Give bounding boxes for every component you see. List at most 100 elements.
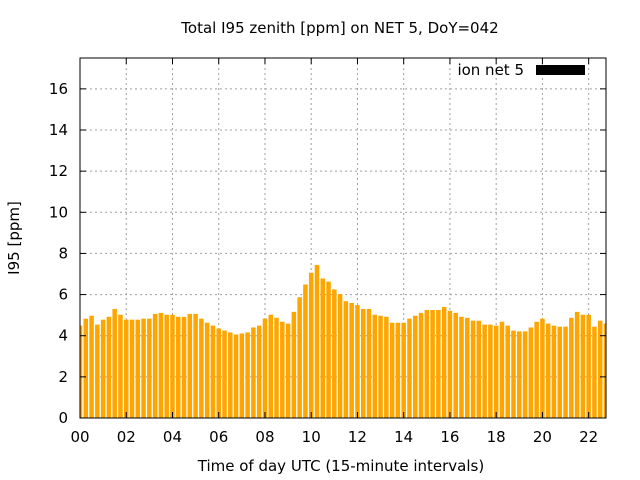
bar xyxy=(355,305,360,418)
y-tick-label: 8 xyxy=(58,244,68,262)
bar xyxy=(152,313,158,418)
bar xyxy=(83,318,89,418)
bar xyxy=(412,315,418,418)
x-axis-label: Time of day UTC (15-minute intervals) xyxy=(197,457,484,475)
bar xyxy=(465,317,470,418)
bar xyxy=(401,322,406,418)
y-tick-label: 0 xyxy=(58,409,68,427)
bar xyxy=(424,310,430,418)
bar xyxy=(187,313,193,418)
bar xyxy=(488,324,493,418)
bars xyxy=(80,264,606,418)
bar xyxy=(511,330,516,418)
y-tick-label: 14 xyxy=(49,121,68,139)
bar xyxy=(476,320,482,418)
bar xyxy=(326,281,331,418)
bar xyxy=(141,318,146,418)
legend-label: ion net 5 xyxy=(457,61,524,79)
bar xyxy=(603,323,606,418)
plot-frame xyxy=(79,57,607,419)
bar xyxy=(557,326,563,418)
bar xyxy=(199,318,204,418)
bar xyxy=(395,322,401,418)
bar xyxy=(372,314,378,418)
x-tick-label: 00 xyxy=(70,428,89,446)
bar xyxy=(164,314,169,418)
bar xyxy=(360,308,366,418)
bar xyxy=(580,314,586,418)
bar xyxy=(129,319,135,418)
x-tick-label: 14 xyxy=(394,428,413,446)
bar xyxy=(228,332,233,418)
y-tick-label: 10 xyxy=(49,203,68,221)
bar xyxy=(181,316,187,418)
bar xyxy=(176,316,181,418)
bar xyxy=(447,310,453,418)
bar xyxy=(106,316,112,418)
x-tick-label: 02 xyxy=(117,428,136,446)
bar xyxy=(551,325,557,418)
bar xyxy=(216,328,221,418)
x-tick-label: 18 xyxy=(487,428,506,446)
bar xyxy=(222,330,227,418)
bar xyxy=(441,306,447,418)
y-tick-label: 4 xyxy=(58,327,68,345)
bar xyxy=(204,322,210,418)
bar xyxy=(314,264,320,418)
bar xyxy=(256,325,262,418)
bar xyxy=(245,332,250,418)
bar xyxy=(320,278,326,418)
bar xyxy=(285,323,291,418)
bar xyxy=(268,314,274,418)
x-tick-label: 04 xyxy=(163,428,182,446)
bar xyxy=(123,319,129,418)
bar xyxy=(291,311,297,418)
bar xyxy=(251,327,256,418)
bar xyxy=(262,318,268,418)
bar xyxy=(563,326,568,418)
y-tick-label: 2 xyxy=(58,368,68,386)
bar xyxy=(459,316,464,418)
bar xyxy=(308,272,314,418)
bar xyxy=(569,317,574,418)
bar xyxy=(597,320,603,418)
bar xyxy=(534,321,539,418)
bar xyxy=(389,322,395,418)
bar xyxy=(80,325,83,418)
bar xyxy=(147,318,152,418)
bar xyxy=(349,303,354,418)
x-tick-label: 20 xyxy=(533,428,552,446)
bar xyxy=(158,312,164,418)
bar xyxy=(540,318,545,418)
bar xyxy=(118,314,123,418)
bar xyxy=(100,319,106,418)
bar xyxy=(505,325,510,418)
bar xyxy=(239,333,245,418)
bar xyxy=(493,325,499,418)
bar xyxy=(95,324,100,418)
bar xyxy=(453,312,458,418)
bar xyxy=(430,310,435,418)
bar xyxy=(233,334,239,418)
x-tick-label: 22 xyxy=(579,428,598,446)
bar xyxy=(586,314,591,418)
x-tick-label: 08 xyxy=(255,428,274,446)
bar xyxy=(528,327,534,418)
bar xyxy=(499,321,505,418)
bar xyxy=(343,301,349,418)
bar xyxy=(303,284,308,418)
legend: ion net 5 xyxy=(457,61,585,79)
bar xyxy=(366,308,372,418)
bar xyxy=(89,315,94,418)
bar xyxy=(592,326,597,418)
bar xyxy=(407,318,412,418)
x-tick-label: 12 xyxy=(348,428,367,446)
legend-swatch xyxy=(536,65,585,75)
bar xyxy=(280,321,285,418)
bar xyxy=(418,312,424,418)
bar xyxy=(297,297,302,418)
bar xyxy=(135,319,141,418)
bar xyxy=(517,331,522,418)
